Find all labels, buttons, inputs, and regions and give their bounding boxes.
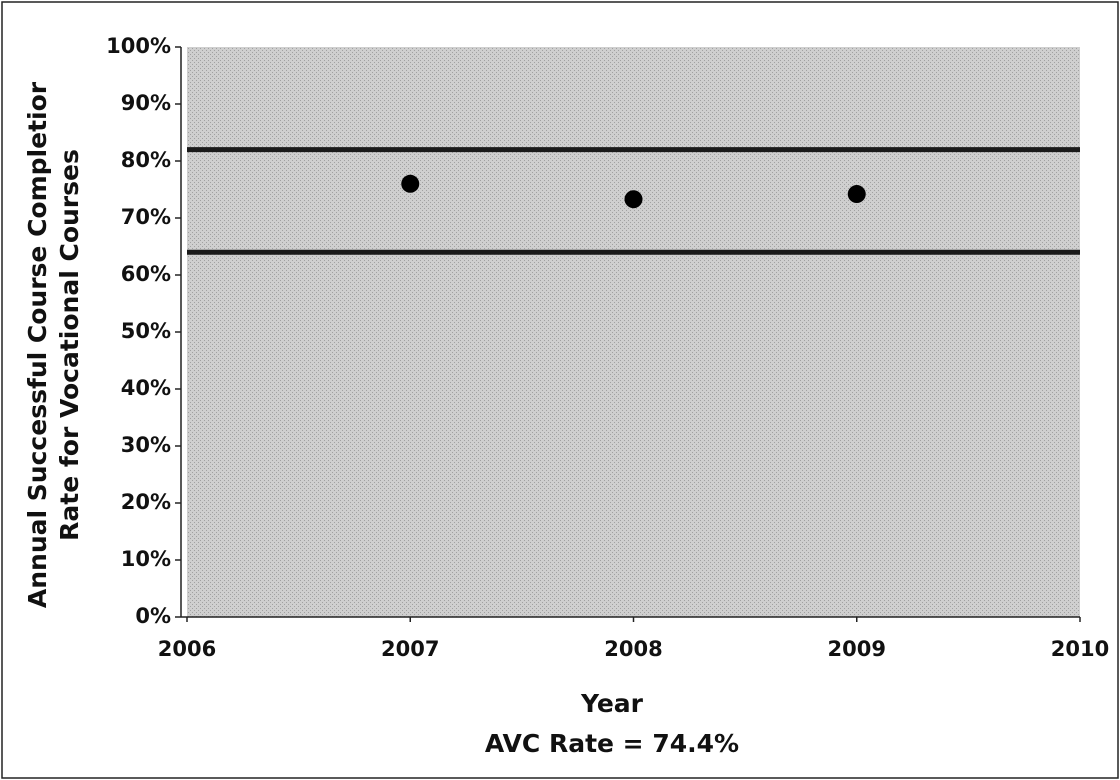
- y-tick-label: 80%: [121, 148, 171, 172]
- y-axis-title: Annual Successful Course Completior Rate…: [23, 81, 84, 608]
- annotation: AVC Rate = 74.4%: [485, 729, 739, 758]
- x-tick-label: 2009: [828, 637, 886, 661]
- y-tick-label: 30%: [121, 433, 171, 457]
- y-tick-label: 40%: [121, 376, 171, 400]
- x-tick-label: 2006: [158, 637, 216, 661]
- y-axis-title-line: Rate for Vocational Courses: [55, 149, 84, 541]
- point: [847, 185, 866, 204]
- x-tick-label: 2008: [604, 637, 662, 661]
- y-tick-label: 90%: [121, 91, 171, 115]
- x-tick-label: 2007: [381, 637, 439, 661]
- y-tick-label: 60%: [121, 262, 171, 286]
- x-tick-label: 2010: [1051, 637, 1109, 661]
- y-tick-label: 10%: [121, 547, 171, 571]
- plot-texture: [187, 47, 1080, 617]
- y-axis-title-line: Annual Successful Course Completior: [23, 81, 52, 608]
- x-axis-title: Year: [580, 689, 644, 718]
- y-tick-label: 0%: [135, 604, 171, 628]
- y-tick-label: 20%: [121, 490, 171, 514]
- y-tick-label: 70%: [121, 205, 171, 229]
- y-tick-label: 100%: [106, 34, 171, 58]
- point: [624, 190, 643, 209]
- y-tick-label: 50%: [121, 319, 171, 343]
- point: [401, 174, 420, 193]
